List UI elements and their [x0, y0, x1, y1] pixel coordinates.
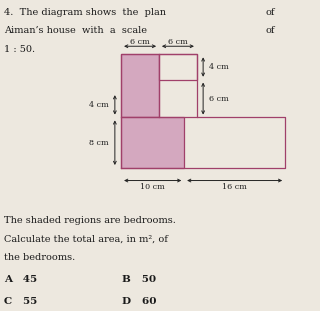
Text: 1 : 50.: 1 : 50. — [4, 45, 35, 54]
Bar — [121, 118, 184, 168]
Text: B   50: B 50 — [122, 275, 156, 284]
Text: Aiman’s house  with  a  scale: Aiman’s house with a scale — [4, 26, 147, 35]
Text: 4.  The diagram shows  the  plan: 4. The diagram shows the plan — [4, 8, 166, 17]
Text: of: of — [266, 8, 275, 17]
Text: the bedrooms.: the bedrooms. — [4, 253, 75, 262]
Text: Calculate the total area, in m², of: Calculate the total area, in m², of — [4, 235, 168, 244]
Text: 10 cm: 10 cm — [140, 183, 165, 191]
Text: 6 cm: 6 cm — [209, 95, 229, 103]
Text: 8 cm: 8 cm — [89, 139, 109, 147]
Text: 6 cm: 6 cm — [168, 39, 188, 46]
Text: The shaded regions are bedrooms.: The shaded regions are bedrooms. — [4, 216, 176, 225]
Text: A   45: A 45 — [4, 275, 37, 284]
Polygon shape — [121, 54, 285, 168]
Text: 4 cm: 4 cm — [209, 63, 229, 71]
Text: 6 cm: 6 cm — [130, 39, 150, 46]
Bar — [159, 54, 197, 80]
Text: of: of — [266, 26, 275, 35]
Text: 4 cm: 4 cm — [89, 101, 109, 109]
Text: D   60: D 60 — [122, 297, 156, 306]
Text: C   55: C 55 — [4, 297, 37, 306]
Text: 16 cm: 16 cm — [222, 183, 247, 191]
Bar — [121, 54, 159, 118]
